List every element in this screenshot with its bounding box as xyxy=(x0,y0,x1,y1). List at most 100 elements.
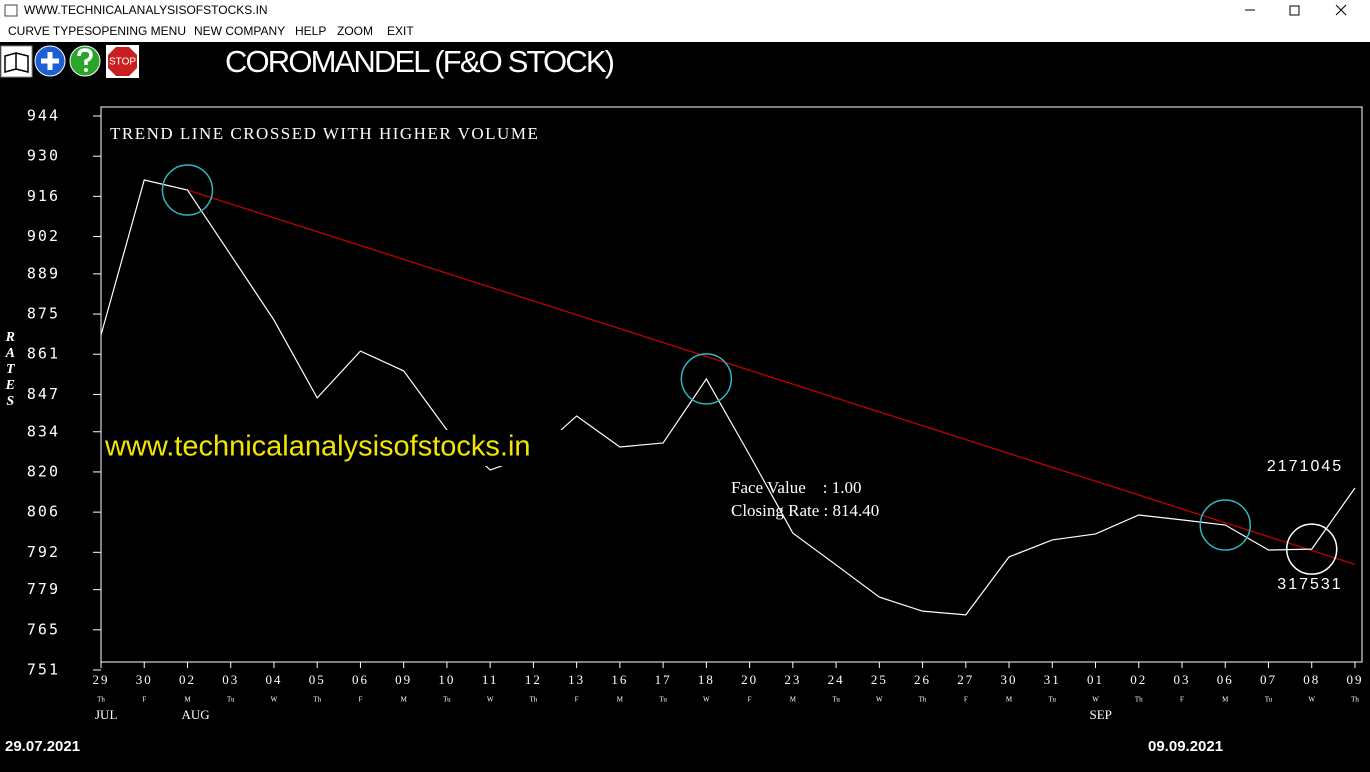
x-tick-label: 11 xyxy=(482,672,499,687)
y-tick-label: 765 xyxy=(27,620,60,638)
x-tick-label: 30 xyxy=(1001,672,1018,687)
x-tick-label: 26 xyxy=(914,672,931,687)
highlight-circle xyxy=(1285,523,1338,575)
weekday-label: M xyxy=(1222,696,1229,704)
chart-title: COROMANDEL (F&O STOCK) xyxy=(225,44,615,79)
month-label: JUL xyxy=(95,707,117,722)
start-date: 29.07.2021 xyxy=(5,738,80,755)
x-tick-label: 29 xyxy=(93,672,110,687)
x-tick-label: 06 xyxy=(352,672,369,687)
book-icon xyxy=(4,52,29,73)
y-tick-label: 847 xyxy=(27,385,60,403)
y-axis-label: RATES xyxy=(3,330,18,410)
month-label: SEP xyxy=(1090,707,1112,722)
weekday-label: Tu xyxy=(659,696,667,704)
weekday-label: Th xyxy=(313,696,321,704)
x-tick-label: 18 xyxy=(698,672,715,687)
weekday-label: F xyxy=(358,696,362,704)
restore-button[interactable] xyxy=(1289,5,1300,16)
menu-item[interactable]: NEW COMPANY xyxy=(194,24,285,38)
weekday-label: W xyxy=(1092,696,1099,704)
weekday-label: W xyxy=(703,696,710,704)
y-tick-label: 806 xyxy=(27,503,60,521)
x-tick-label: 03 xyxy=(1174,672,1191,687)
weekday-label: F xyxy=(964,696,968,704)
x-tick-label: 17 xyxy=(655,672,672,687)
menu-bar: CURVE TYPES OPENING MENU NEW COMPANY HELP ZO… xyxy=(8,24,414,38)
title-menu-bg xyxy=(0,0,1370,42)
app-icon xyxy=(4,4,18,17)
weekday-label: Th xyxy=(919,696,927,704)
weekday-label: M xyxy=(184,696,191,704)
y-tick-label: 916 xyxy=(27,187,60,205)
face-value: Face Value : 1.00 xyxy=(731,478,861,497)
x-tick-label: 25 xyxy=(871,672,888,687)
weekday-label: Tu xyxy=(1265,696,1273,704)
x-tick-label: 08 xyxy=(1303,672,1320,687)
plot-border xyxy=(100,106,1363,663)
closing-rate: Closing Rate : 814.40 xyxy=(731,501,879,520)
weekday-label: M xyxy=(790,696,797,704)
x-tick-label: 09 xyxy=(1346,672,1363,687)
x-tick-label: 02 xyxy=(179,672,196,687)
weekday-label: Tu xyxy=(227,696,235,704)
menu-item[interactable]: ZOOM xyxy=(337,24,373,38)
toolbar: STOP xyxy=(0,45,139,78)
help-icon xyxy=(77,48,93,65)
help-icon-dot xyxy=(84,68,88,72)
weekday-label: F xyxy=(1180,696,1184,704)
y-tick-label: 875 xyxy=(27,305,60,323)
x-tick-label: 30 xyxy=(136,672,153,687)
y-tick-label: 834 xyxy=(27,422,60,440)
weekday-label: F xyxy=(748,696,752,704)
weekday-label: F xyxy=(575,696,579,704)
x-tick-label: 10 xyxy=(438,672,455,687)
y-tick-label: 751 xyxy=(27,661,60,679)
weekday-label: W xyxy=(271,696,278,704)
x-tick-label: 27 xyxy=(957,672,974,687)
x-tick-label: 01 xyxy=(1087,672,1104,687)
weekday-label: W xyxy=(1308,696,1315,704)
x-tick-label: 31 xyxy=(1044,672,1061,687)
x-tick-label: 09 xyxy=(395,672,412,687)
weekday-label: Tu xyxy=(1049,696,1057,704)
window-title: WWW.TECHNICALANALYSISOFSTOCKS.IN xyxy=(24,3,268,17)
end-date: 09.09.2021 xyxy=(1148,738,1223,755)
weekday-label: Th xyxy=(1135,696,1143,704)
chart-subtitle: TREND LINE CROSSED WITH HIGHER VOLUME xyxy=(110,124,539,143)
stop-button[interactable] xyxy=(108,47,137,76)
x-tick-label: 20 xyxy=(741,672,758,687)
y-tick-label: 792 xyxy=(27,543,60,561)
weekday-label: M xyxy=(617,696,624,704)
weekday-label: M xyxy=(1006,696,1013,704)
menu-item[interactable]: HELP xyxy=(295,24,326,38)
weekday-label: Th xyxy=(530,696,538,704)
volume-high: 2171045 xyxy=(1267,458,1343,475)
close-button[interactable] xyxy=(1335,4,1347,16)
weekday-label: Th xyxy=(97,696,105,704)
y-tick-label: 930 xyxy=(27,147,60,165)
y-tick-label: 944 xyxy=(27,107,60,125)
x-tick-label: 06 xyxy=(1217,672,1234,687)
highlight-circle xyxy=(161,164,214,216)
watermark: www.technicalanalysisofstocks.in xyxy=(104,431,531,463)
trend-line xyxy=(187,189,1356,565)
y-tick-label: 779 xyxy=(27,580,60,598)
menu-item[interactable]: CURVE TYPES xyxy=(8,24,92,38)
month-label: AUG xyxy=(181,707,209,722)
x-tick-label: 05 xyxy=(309,672,326,687)
menu-item[interactable]: OPENING MENU xyxy=(92,24,186,38)
stop-label: STOP xyxy=(109,57,136,68)
y-tick-label: 889 xyxy=(27,264,60,282)
weekday-label: M xyxy=(401,696,408,704)
y-tick-label: 820 xyxy=(27,462,60,480)
x-tick-label: 24 xyxy=(828,672,845,687)
plus-icon xyxy=(41,52,59,70)
highlight-circle xyxy=(680,353,733,405)
x-tick-label: 02 xyxy=(1130,672,1147,687)
menu-item[interactable]: EXIT xyxy=(387,24,414,38)
watermark-bg xyxy=(103,430,579,466)
highlight-circle xyxy=(1199,499,1251,551)
